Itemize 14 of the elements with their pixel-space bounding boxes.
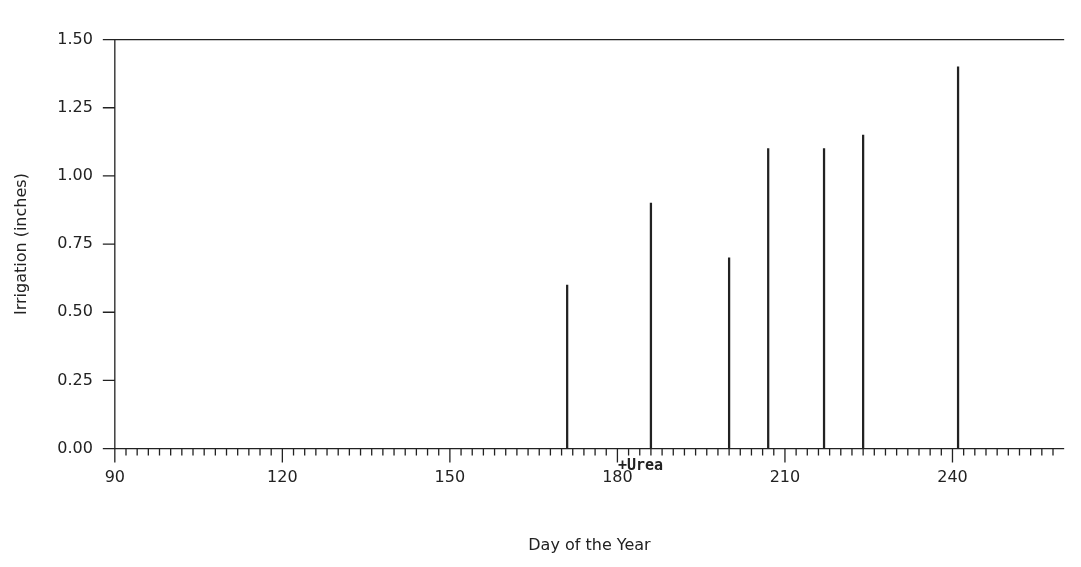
y-tick-label: 1.50 (57, 28, 93, 48)
x-tick-label: 240 (937, 467, 968, 487)
y-axis-title: Irrigation (inches) (10, 173, 30, 316)
y-tick-label: 1.25 (57, 96, 93, 116)
y-tick-label: 0.50 (57, 301, 93, 321)
y-tick-label: 0.25 (57, 369, 93, 389)
x-tick-label: 120 (267, 467, 298, 487)
x-tick-label: 90 (104, 467, 125, 487)
y-tick-label: 0.75 (57, 233, 93, 253)
x-axis-title: Day of the Year (528, 534, 652, 554)
x-tick-label: 210 (769, 467, 801, 487)
x-tick-label: 150 (434, 467, 466, 487)
y-tick-label: 0.00 (57, 437, 93, 457)
y-tick-label: 1.00 (57, 165, 93, 185)
